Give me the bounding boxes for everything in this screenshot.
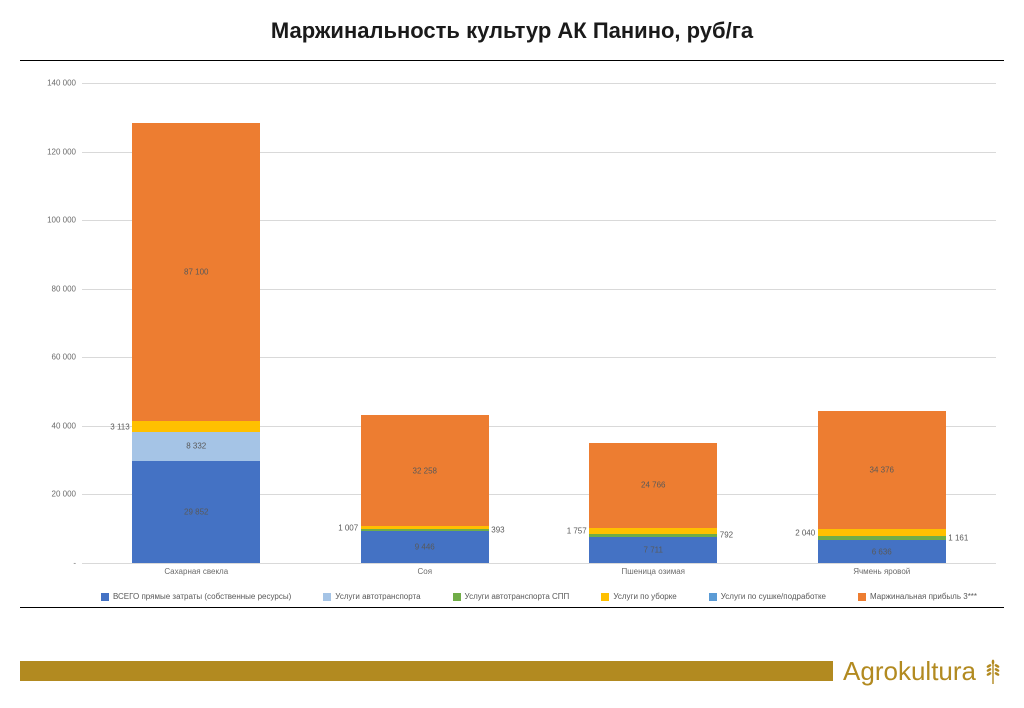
bar-segment: 2 040 xyxy=(818,529,946,536)
legend-swatch xyxy=(601,593,609,601)
data-label: 7 711 xyxy=(589,545,717,554)
legend-item: Маржинальная прибыль 3*** xyxy=(858,592,977,601)
ytick-label: 20 000 xyxy=(52,490,82,499)
bar-segment: 34 376 xyxy=(818,411,946,529)
legend-label: Услуги автотранспорта xyxy=(335,592,420,601)
data-label: 393 xyxy=(491,525,504,534)
legend-label: Маржинальная прибыль 3*** xyxy=(870,592,977,601)
legend-label: ВСЕГО прямые затраты (собственные ресурс… xyxy=(113,592,291,601)
ytick-label: 80 000 xyxy=(52,284,82,293)
xtick-label: Сахарная свекла xyxy=(82,563,311,576)
brand-name: Agrokultura xyxy=(843,656,976,687)
bars-row: 29 8528 3323 11387 100Сахарная свекла9 4… xyxy=(82,83,996,563)
chart-frame: - 20 000 40 000 60 000 80 000 100 000 120 000 1… xyxy=(20,60,1004,608)
brand-bar: Agrokultura xyxy=(20,648,1004,694)
ytick-label: 100 000 xyxy=(47,216,82,225)
bar-stack: 29 852 8 332 3 113 87 100 xyxy=(132,123,260,563)
legend-swatch xyxy=(453,593,461,601)
bar-stack: 6 636 1 1612 040 34 376 xyxy=(818,411,946,563)
legend-label: Услуги по уборке xyxy=(613,592,676,601)
data-label: 3 113 xyxy=(110,422,129,431)
ytick-label: 140 000 xyxy=(47,79,82,88)
ytick-label: 40 000 xyxy=(52,421,82,430)
data-label: 1 757 xyxy=(567,526,587,535)
data-label: 2 040 xyxy=(795,528,815,537)
category: 6 6361 1612 04034 376Ячмень яровой xyxy=(768,83,997,563)
bar-stack: 9 446 3931 007 32 258 xyxy=(361,415,489,563)
bar-segment: 8 332 xyxy=(132,432,260,461)
bar-segment: 7 711 xyxy=(589,537,717,563)
legend-label: Услуги автотранспорта СПП xyxy=(465,592,570,601)
plot-area: -20 00040 00060 00080 000100 000120 0001… xyxy=(82,83,996,563)
data-label: 24 766 xyxy=(589,481,717,490)
bar-segment: 24 766 xyxy=(589,443,717,528)
brand-accent xyxy=(20,661,833,681)
chart-title: Маржинальность культур АК Панино, руб/га xyxy=(0,0,1024,52)
data-label: 34 376 xyxy=(818,466,946,475)
legend-swatch xyxy=(323,593,331,601)
ytick-label: 120 000 xyxy=(47,147,82,156)
data-label: 8 332 xyxy=(132,442,260,451)
data-label: 792 xyxy=(720,531,733,540)
data-label: 1 007 xyxy=(338,523,358,532)
bar-segment: 792 xyxy=(589,534,717,537)
data-label: 9 446 xyxy=(361,542,489,551)
brand-logo: Agrokultura xyxy=(833,656,1004,687)
bar-segment: 393 xyxy=(361,529,489,530)
wheat-icon xyxy=(982,658,1004,684)
data-label: 6 636 xyxy=(818,547,946,556)
ytick-label: - xyxy=(73,559,82,568)
legend-swatch xyxy=(101,593,109,601)
bar-segment: 29 852 xyxy=(132,461,260,563)
legend-item: ВСЕГО прямые затраты (собственные ресурс… xyxy=(101,592,291,601)
data-label: 32 258 xyxy=(361,466,489,475)
legend-swatch xyxy=(858,593,866,601)
data-label: 87 100 xyxy=(132,268,260,277)
xtick-label: Соя xyxy=(311,563,540,576)
bar-segment: 6 636 xyxy=(818,540,946,563)
category: 7 7117921 75724 766Пшеница озимая xyxy=(539,83,768,563)
data-label: 1 161 xyxy=(948,534,968,543)
bar-segment: 87 100 xyxy=(132,123,260,422)
bar-stack: 7 711 7921 757 24 766 xyxy=(589,443,717,563)
bar-segment: 1 161 xyxy=(818,536,946,540)
category: 29 8528 3323 11387 100Сахарная свекла xyxy=(82,83,311,563)
legend-item: Услуги по уборке xyxy=(601,592,676,601)
legend-item: Услуги автотранспорта СПП xyxy=(453,592,570,601)
xtick-label: Ячмень яровой xyxy=(768,563,997,576)
ytick-label: 60 000 xyxy=(52,353,82,362)
bar-segment: 1 007 xyxy=(361,526,489,529)
bar-segment: 9 446 xyxy=(361,531,489,563)
legend-item: Услуги автотранспорта xyxy=(323,592,420,601)
bar-segment: 3 113 xyxy=(132,421,260,432)
legend: ВСЕГО прямые затраты (собственные ресурс… xyxy=(82,592,996,601)
data-label: 29 852 xyxy=(132,507,260,516)
legend-item: Услуги по сушке/подработке xyxy=(709,592,826,601)
xtick-label: Пшеница озимая xyxy=(539,563,768,576)
legend-label: Услуги по сушке/подработке xyxy=(721,592,826,601)
bar-segment: 32 258 xyxy=(361,415,489,526)
legend-swatch xyxy=(709,593,717,601)
bar-segment: 1 757 xyxy=(589,528,717,534)
category: 9 4463931 00732 258Соя xyxy=(311,83,540,563)
